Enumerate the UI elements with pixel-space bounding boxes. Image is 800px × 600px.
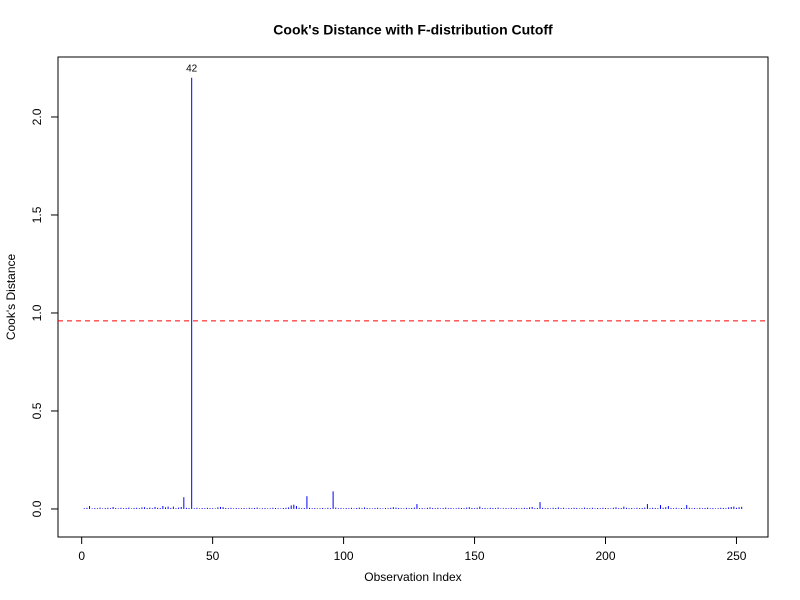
y-axis-label: Cook's Distance bbox=[4, 254, 18, 341]
x-tick-label: 150 bbox=[465, 549, 485, 563]
y-tick-label: 1.5 bbox=[30, 206, 44, 223]
y-tick-label: 0.0 bbox=[30, 500, 44, 517]
y-tick-label: 2.0 bbox=[30, 108, 44, 125]
point-label: 42 bbox=[186, 63, 198, 74]
y-tick-label: 0.5 bbox=[30, 402, 44, 419]
x-tick-label: 50 bbox=[206, 549, 220, 563]
x-axis-label: Observation Index bbox=[364, 570, 461, 584]
chart-title: Cook's Distance with F-distribution Cuto… bbox=[273, 22, 553, 38]
x-tick-label: 100 bbox=[334, 549, 354, 563]
x-tick-label: 0 bbox=[78, 549, 85, 563]
x-tick-label: 200 bbox=[595, 549, 615, 563]
plot-frame bbox=[57, 56, 769, 538]
x-tick-label: 250 bbox=[726, 549, 746, 563]
y-tick-label: 1.0 bbox=[30, 304, 44, 321]
